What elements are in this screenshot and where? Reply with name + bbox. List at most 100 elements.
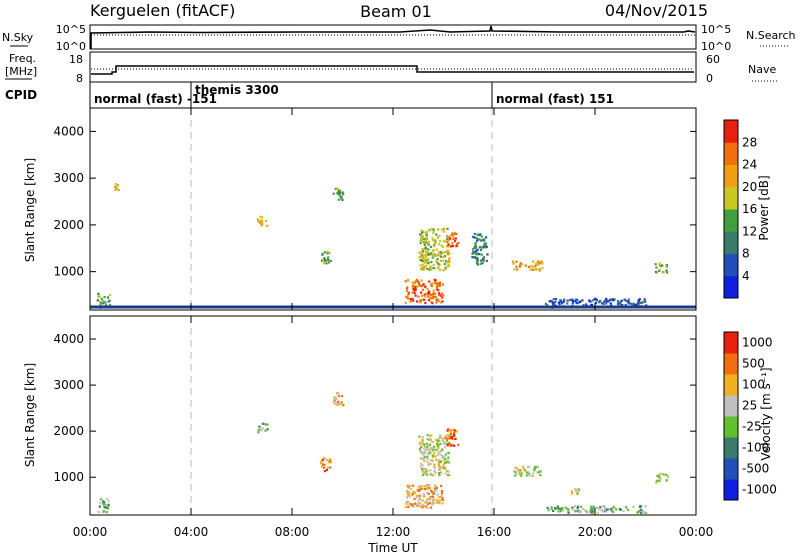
scatter-point: [333, 399, 336, 402]
scatter-point: [573, 300, 576, 303]
scatter-point: [404, 280, 407, 283]
scatter-point: [524, 264, 527, 267]
scatter-point: [433, 267, 436, 270]
scatter-point: [562, 300, 566, 303]
scatter-point: [441, 465, 445, 468]
scatter-point: [450, 436, 453, 439]
scatter-point: [557, 301, 561, 304]
scatter-point: [529, 268, 532, 271]
scatter-point: [424, 295, 427, 298]
scatter-point: [411, 492, 414, 496]
scatter-point: [546, 304, 549, 307]
scatter-point: [557, 507, 560, 510]
scatter-point: [258, 425, 261, 428]
scatter-point: [102, 502, 105, 505]
scatter-point: [423, 456, 426, 459]
scatter-point: [429, 438, 433, 441]
scatter-point: [432, 263, 435, 267]
scatter-point: [428, 290, 431, 293]
scatter-point: [433, 445, 436, 448]
scatter-point: [423, 487, 427, 491]
scatter-point: [612, 505, 615, 509]
scatter-point: [418, 284, 421, 287]
scatter-point: [427, 257, 430, 261]
scatter-point: [567, 508, 570, 511]
scatter-point: [428, 229, 432, 232]
nsky-label: N.Sky: [2, 31, 34, 44]
scatter-point: [658, 268, 661, 271]
scatter-point: [421, 266, 424, 269]
scatter-point: [423, 472, 427, 476]
scatter-point: [576, 505, 580, 508]
scatter-point: [436, 236, 440, 239]
scatter-point: [425, 468, 428, 471]
scatter-point: [446, 227, 449, 231]
scatter-point: [319, 462, 323, 465]
colorbar-segment: [724, 437, 738, 459]
scatter-point: [514, 466, 518, 470]
scatter-point: [532, 472, 535, 475]
scatter-point: [440, 459, 443, 462]
scatter-point: [422, 504, 425, 507]
scatter-point: [623, 298, 626, 301]
scatter-point: [658, 262, 661, 265]
scatter-point: [534, 262, 538, 265]
scatter-point: [445, 460, 449, 463]
scatter-point: [441, 496, 444, 500]
scatter-point: [451, 234, 455, 237]
scatter-point: [599, 506, 602, 509]
scatter-point: [438, 292, 441, 295]
scatter-point: [580, 505, 583, 508]
scatter-point: [101, 510, 105, 513]
scatter-point: [328, 461, 331, 464]
freq-tick-bottom-left: 8: [76, 72, 83, 85]
scatter-point: [665, 269, 668, 272]
scatter-point: [259, 428, 262, 431]
scatter-point: [446, 235, 449, 238]
scatter-point: [662, 271, 665, 274]
scatter-point: [338, 194, 341, 197]
scatter-point: [101, 300, 104, 303]
scatter-point: [448, 260, 451, 264]
scatter-point: [431, 448, 435, 451]
scatter-point: [537, 261, 540, 264]
scatter-point: [420, 487, 423, 490]
scatter-point: [629, 302, 632, 305]
scatter-point: [423, 298, 426, 301]
scatter-point: [474, 256, 477, 259]
scatter-point: [595, 298, 598, 302]
scatter-point: [550, 506, 553, 509]
scatter-point: [266, 428, 269, 431]
scatter-point: [600, 302, 603, 305]
scatter-point: [103, 506, 106, 509]
scatter-point: [471, 252, 474, 255]
scatter-point: [436, 248, 439, 251]
scatter-point: [106, 498, 109, 501]
scatter-point: [472, 256, 476, 259]
scatter-point: [451, 443, 454, 446]
scatter-point: [342, 192, 345, 196]
velocity-cbar-tick: -1000: [742, 483, 777, 497]
scatter-point: [574, 299, 577, 303]
scatter-point: [658, 479, 661, 483]
scatter-point: [262, 422, 265, 425]
scatter-point: [433, 452, 436, 455]
scatter-point: [423, 237, 426, 241]
scatter-point: [538, 268, 541, 271]
scatter-point: [421, 499, 424, 502]
scatter-point: [417, 281, 421, 284]
y-tick-label: 4000: [53, 332, 84, 346]
scatter-point: [430, 283, 433, 286]
scatter-point: [327, 261, 330, 264]
scatter-point: [326, 466, 329, 469]
scatter-point: [524, 469, 527, 472]
scatter-point: [107, 506, 110, 509]
scatter-point: [582, 507, 585, 511]
scatter-point: [419, 241, 422, 245]
scatter-point: [433, 502, 436, 505]
scatter-point: [658, 476, 661, 479]
scatter-point: [427, 463, 430, 467]
scatter-point: [427, 248, 430, 251]
scatter-point: [414, 285, 417, 288]
scatter-point: [473, 251, 476, 254]
